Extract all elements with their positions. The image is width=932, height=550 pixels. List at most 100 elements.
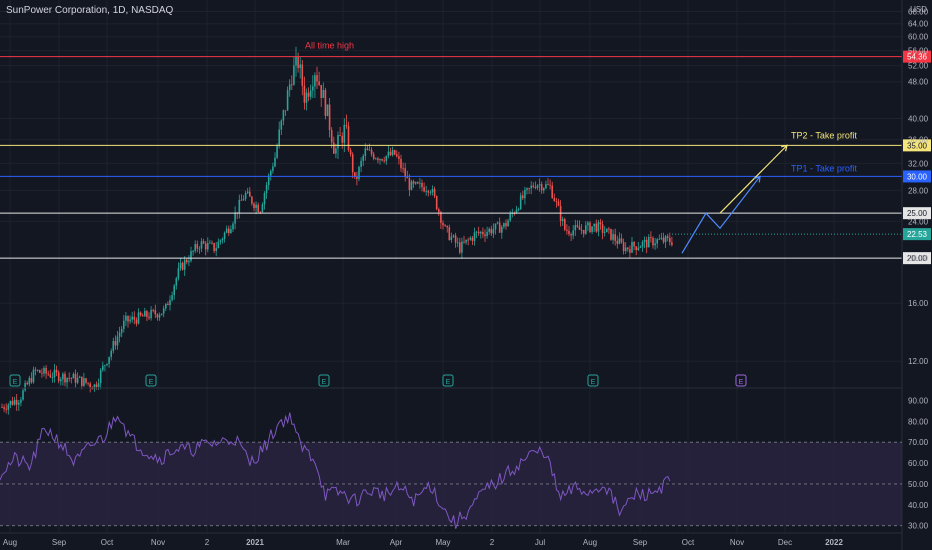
level-price-tag bbox=[903, 50, 931, 63]
candle-body bbox=[200, 241, 203, 249]
time-axis[interactable]: Aug Sep Oct Nov 2 2021 Mar Apr May 2 Jul Aug Sep Oct N… bbox=[3, 538, 844, 547]
price-tick-label: 68.00 bbox=[908, 8, 929, 17]
candle-body bbox=[589, 222, 591, 232]
candle-body bbox=[564, 219, 566, 230]
rsi-tick-label: 70.00 bbox=[908, 438, 929, 447]
earnings-marker[interactable] bbox=[587, 374, 599, 387]
candle-body bbox=[519, 195, 522, 209]
candle-body bbox=[270, 170, 272, 176]
candle-body bbox=[440, 212, 442, 223]
time-tick-label: Apr bbox=[390, 538, 403, 547]
candle-body bbox=[57, 372, 60, 382]
candle-body bbox=[232, 223, 234, 230]
time-tick-label: Nov bbox=[730, 538, 744, 547]
candle-body bbox=[547, 184, 549, 185]
time-tick-label: Nov bbox=[151, 538, 165, 547]
candle-body bbox=[494, 223, 497, 230]
candle-body bbox=[666, 236, 669, 238]
candle-body bbox=[427, 190, 430, 193]
candle-body bbox=[448, 227, 451, 240]
candle-body bbox=[326, 104, 329, 116]
candle-body bbox=[223, 232, 226, 239]
candle-body bbox=[20, 399, 22, 403]
projection-tp2-path[interactable] bbox=[719, 144, 788, 214]
candle-body bbox=[633, 241, 635, 247]
candle-body bbox=[414, 182, 417, 184]
candle-body bbox=[408, 178, 411, 190]
candle-body bbox=[211, 242, 213, 244]
candle-body bbox=[620, 238, 623, 243]
candle-body bbox=[368, 149, 371, 151]
candle-body bbox=[582, 229, 585, 234]
candle-body bbox=[246, 191, 249, 194]
candle-body bbox=[349, 149, 352, 155]
candle-body bbox=[599, 222, 602, 225]
candle-body bbox=[70, 378, 73, 379]
candle-body bbox=[318, 81, 320, 86]
candle-body bbox=[158, 315, 161, 318]
candle-body bbox=[320, 85, 322, 98]
candle-body bbox=[400, 158, 402, 169]
earnings-marker[interactable] bbox=[735, 374, 747, 387]
candle-body bbox=[295, 56, 297, 66]
time-tick-label: May bbox=[435, 538, 450, 547]
candle-body bbox=[225, 228, 228, 233]
time-tick-label: Jul bbox=[535, 538, 545, 547]
candle-body bbox=[165, 303, 167, 309]
candle-body bbox=[492, 229, 495, 234]
candle-body bbox=[454, 235, 457, 243]
candle-body bbox=[87, 382, 89, 384]
candle-body bbox=[393, 150, 396, 155]
candle-body bbox=[110, 350, 112, 357]
candle-body bbox=[591, 226, 593, 232]
candle-body bbox=[190, 251, 192, 261]
earnings-marker[interactable] bbox=[9, 374, 21, 387]
candle-body bbox=[654, 243, 656, 246]
candle-body bbox=[288, 84, 291, 91]
earnings-marker[interactable] bbox=[318, 374, 330, 387]
candle-body bbox=[664, 236, 667, 243]
candle-body bbox=[669, 237, 671, 243]
price-axis[interactable]: 12.00 16.00 20.00 24.00 28.00 32.00 36.00 40.00… bbox=[908, 8, 929, 367]
candle-body bbox=[566, 229, 568, 231]
candle-body bbox=[452, 235, 455, 237]
candle-body bbox=[76, 377, 79, 383]
candle-body bbox=[471, 237, 474, 241]
rsi-axis[interactable]: 30.00 40.00 50.00 60.00 70.00 80.00 90.00 bbox=[908, 396, 929, 530]
earnings-marker[interactable] bbox=[145, 374, 157, 387]
price-tick-label: 24.00 bbox=[908, 217, 929, 226]
candle-body bbox=[490, 228, 493, 234]
candle-body bbox=[404, 168, 406, 177]
candle-body bbox=[614, 234, 616, 241]
candle-body bbox=[587, 222, 589, 226]
time-tick-label: Sep bbox=[633, 538, 648, 547]
candle-body bbox=[7, 404, 10, 410]
candle-body bbox=[204, 243, 207, 250]
projection-tp1-path[interactable] bbox=[681, 176, 761, 254]
candle-body bbox=[528, 188, 530, 189]
candle-body bbox=[515, 209, 518, 214]
candle-body bbox=[242, 199, 245, 201]
candle-body bbox=[356, 177, 358, 179]
time-tick-label: Aug bbox=[3, 538, 17, 547]
candle-body bbox=[74, 373, 77, 383]
candle-body bbox=[364, 148, 367, 156]
candle-body bbox=[444, 225, 446, 227]
candle-body bbox=[328, 104, 331, 131]
candle-body bbox=[580, 229, 583, 231]
projection-paths bbox=[681, 144, 788, 254]
earnings-marker[interactable] bbox=[442, 374, 454, 387]
candle-body bbox=[459, 242, 461, 253]
candle-body bbox=[603, 232, 606, 233]
candle-body bbox=[188, 260, 190, 263]
level-price-tag bbox=[903, 252, 931, 265]
candle-body bbox=[385, 155, 388, 161]
candle-body bbox=[465, 239, 467, 243]
candle-body bbox=[526, 188, 528, 190]
candle-body bbox=[97, 383, 100, 387]
candle-body bbox=[118, 332, 121, 337]
candle-body bbox=[183, 259, 186, 270]
candle-body bbox=[240, 199, 243, 201]
candle-body bbox=[343, 124, 346, 143]
candle-body bbox=[555, 200, 558, 202]
